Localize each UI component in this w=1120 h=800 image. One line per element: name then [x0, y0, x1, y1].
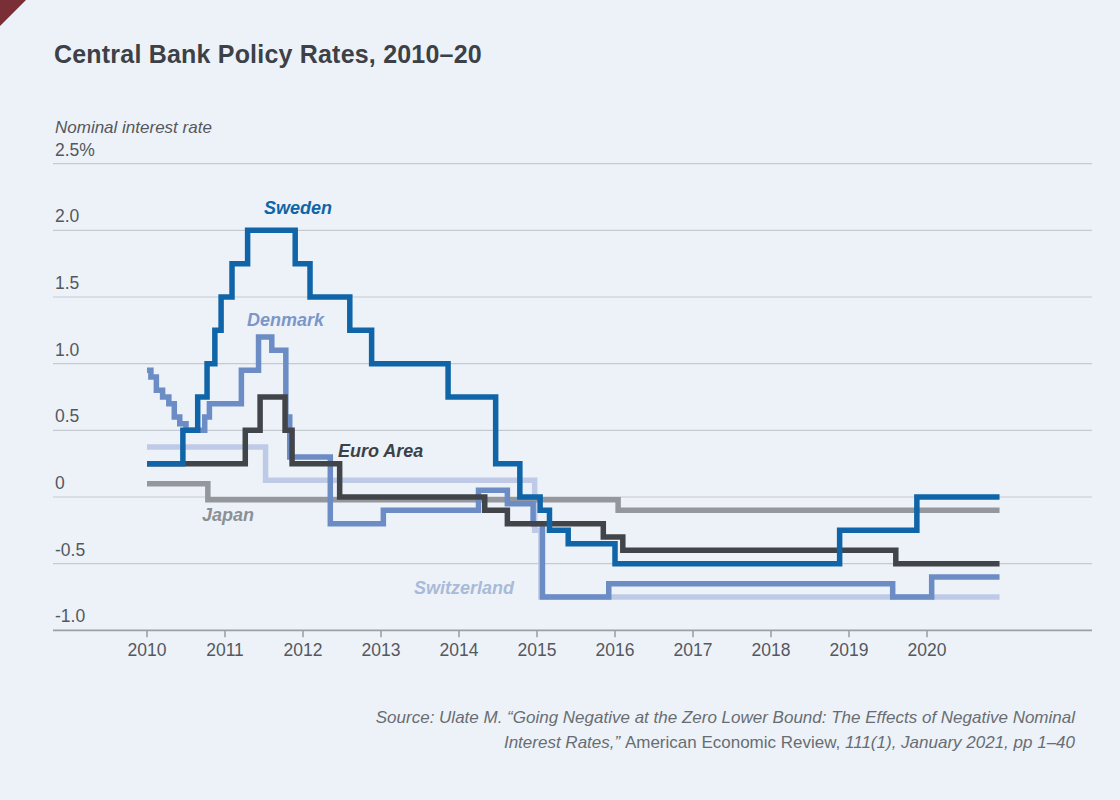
y-tick-label: 1.5: [55, 273, 79, 294]
x-tick-label: 2020: [892, 640, 962, 661]
x-tick-label: 2014: [424, 640, 494, 661]
y-tick-label: -1.0: [55, 606, 85, 627]
y-tick-label: 0: [55, 473, 65, 494]
x-tick-label: 2019: [814, 640, 884, 661]
series-label-japan: Japan: [202, 505, 254, 526]
series-label-denmark: Denmark: [247, 310, 324, 331]
series-line-denmark: [147, 337, 1000, 597]
x-tick-label: 2016: [580, 640, 650, 661]
x-tick-label: 2012: [268, 640, 338, 661]
source-line-1: Source: Ulate M. “Going Negative at the …: [255, 705, 1075, 730]
source-line-2: Interest Rates,” American Economic Revie…: [255, 730, 1075, 755]
series-label-sweden: Sweden: [264, 198, 332, 219]
source-title-fragment: Interest Rates,”: [504, 733, 625, 752]
series-label-switzerland: Switzerland: [414, 578, 514, 599]
source-citation: Source: Ulate M. “Going Negative at the …: [255, 705, 1075, 755]
y-tick-label: -0.5: [55, 540, 85, 561]
x-tick-label: 2017: [658, 640, 728, 661]
y-tick-label: 0.5: [55, 406, 79, 427]
source-issue-info: 111(1), January 2021, pp 1–40: [845, 733, 1075, 752]
policy-rates-chart: [0, 0, 1120, 800]
x-tick-label: 2015: [502, 640, 572, 661]
series-label-euro-area: Euro Area: [338, 441, 423, 462]
x-tick-label: 2018: [736, 640, 806, 661]
y-tick-label: 2.5%: [55, 140, 95, 161]
source-journal-name: American Economic Review,: [625, 733, 845, 752]
x-tick-label: 2011: [190, 640, 260, 661]
y-tick-label: 1.0: [55, 340, 79, 361]
y-tick-label: 2.0: [55, 206, 79, 227]
x-tick-label: 2013: [346, 640, 416, 661]
x-tick-label: 2010: [112, 640, 182, 661]
figure-page: { "header": { "title": "Central Bank Pol…: [0, 0, 1120, 800]
